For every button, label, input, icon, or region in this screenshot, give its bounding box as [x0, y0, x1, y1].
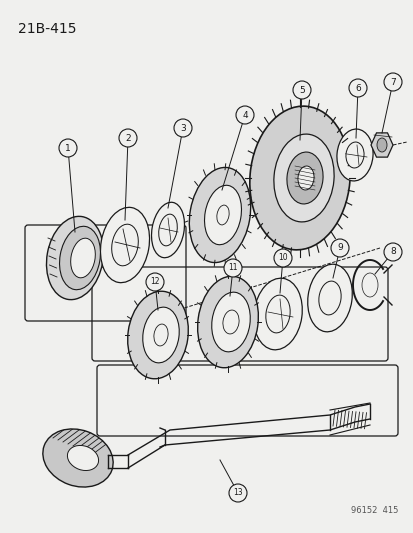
Ellipse shape [46, 216, 103, 300]
Polygon shape [370, 133, 392, 157]
Text: 8: 8 [389, 247, 395, 256]
Ellipse shape [67, 446, 98, 471]
Text: 10: 10 [278, 254, 287, 262]
Text: 2: 2 [125, 133, 131, 142]
Ellipse shape [158, 214, 177, 246]
Text: 12: 12 [150, 278, 159, 287]
Circle shape [383, 73, 401, 91]
Ellipse shape [100, 207, 149, 282]
Circle shape [228, 484, 247, 502]
Text: 7: 7 [389, 77, 395, 86]
Ellipse shape [142, 307, 179, 363]
Circle shape [348, 79, 366, 97]
Text: 21B-415: 21B-415 [18, 22, 76, 36]
Ellipse shape [376, 138, 386, 152]
Ellipse shape [189, 167, 250, 263]
Ellipse shape [345, 142, 363, 168]
Ellipse shape [197, 276, 258, 368]
Ellipse shape [59, 227, 100, 290]
Ellipse shape [361, 273, 377, 297]
Ellipse shape [249, 106, 349, 250]
Ellipse shape [151, 203, 184, 258]
Text: 4: 4 [242, 110, 247, 119]
Ellipse shape [154, 324, 168, 346]
Text: 6: 6 [354, 84, 360, 93]
Text: 13: 13 [233, 489, 242, 497]
Circle shape [223, 259, 242, 277]
Ellipse shape [318, 281, 340, 315]
Text: 5: 5 [299, 85, 304, 94]
Circle shape [273, 249, 291, 267]
Ellipse shape [222, 310, 239, 334]
Ellipse shape [112, 224, 138, 266]
Text: 9: 9 [336, 244, 342, 253]
Ellipse shape [286, 152, 322, 204]
Ellipse shape [273, 134, 333, 222]
Text: 96152  415: 96152 415 [350, 506, 397, 515]
Circle shape [59, 139, 77, 157]
Circle shape [119, 129, 137, 147]
Ellipse shape [307, 264, 351, 332]
Circle shape [383, 243, 401, 261]
Ellipse shape [204, 185, 241, 245]
Circle shape [173, 119, 192, 137]
Circle shape [235, 106, 254, 124]
Text: 11: 11 [228, 263, 237, 272]
Circle shape [146, 273, 164, 291]
Ellipse shape [336, 129, 372, 181]
Text: 1: 1 [65, 143, 71, 152]
Ellipse shape [71, 238, 95, 278]
Ellipse shape [253, 278, 301, 350]
Ellipse shape [43, 429, 113, 487]
Circle shape [292, 81, 310, 99]
Ellipse shape [297, 166, 313, 190]
Ellipse shape [265, 295, 290, 333]
Text: 3: 3 [180, 124, 185, 133]
Circle shape [330, 239, 348, 257]
Ellipse shape [127, 291, 188, 379]
Ellipse shape [216, 205, 229, 225]
Ellipse shape [211, 292, 250, 352]
